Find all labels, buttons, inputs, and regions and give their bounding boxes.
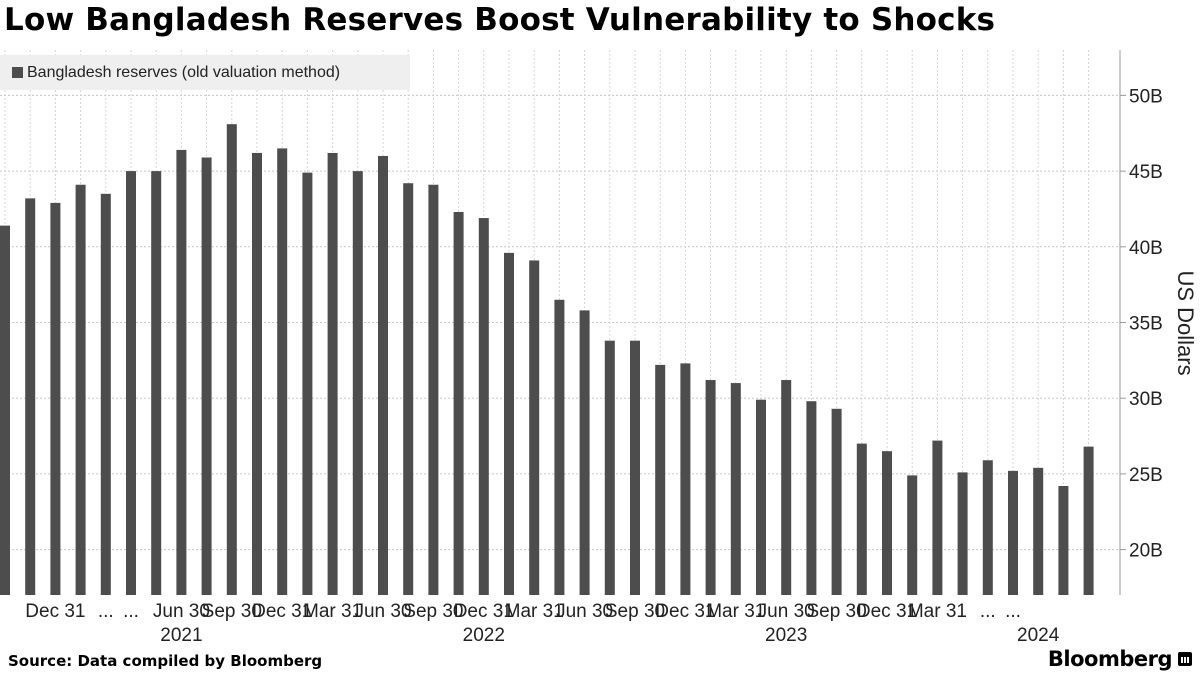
- bar: [806, 401, 817, 595]
- bar: [579, 310, 590, 595]
- bar: [25, 198, 36, 595]
- x-tick-label: Mar 31: [505, 601, 564, 622]
- y-axis-ticks: 20B 25B 30B 35B 40B 45B 50B: [1120, 86, 1163, 562]
- x-tick-label: Sep 30: [202, 601, 262, 622]
- x-tick-label: ...: [1005, 601, 1021, 622]
- x-tick-label: ...: [123, 601, 139, 622]
- bar: [0, 225, 10, 595]
- legend-swatch: [12, 67, 23, 78]
- bar: [655, 364, 666, 595]
- x-year-label: 2022: [463, 625, 505, 646]
- bar: [957, 472, 968, 595]
- source-note: Source: Data compiled by Bloomberg: [8, 652, 323, 670]
- y-tick-label: 50B: [1129, 86, 1163, 107]
- x-axis-year-labels: 2021 2022 2023 2024: [160, 625, 1060, 646]
- bar: [252, 152, 262, 595]
- bar: [554, 299, 565, 595]
- bar: [277, 148, 288, 595]
- bar: [630, 340, 640, 595]
- bar: [50, 202, 61, 595]
- x-tick-label: Sep 30: [806, 601, 866, 622]
- bar: [352, 171, 363, 595]
- bar: [478, 218, 489, 595]
- legend-label: Bangladesh reserves (old valuation metho…: [27, 63, 341, 81]
- bar: [378, 155, 388, 595]
- bar: [403, 183, 414, 595]
- x-tick-label: ...: [98, 601, 114, 622]
- legend: Bangladesh reserves (old valuation metho…: [0, 55, 410, 90]
- brand-name: Bloomberg: [1047, 647, 1173, 671]
- y-axis-label: US Dollars: [1173, 270, 1198, 375]
- x-tick-label: Mar 31: [908, 601, 967, 622]
- x-year-label: 2021: [160, 625, 202, 646]
- x-tick-label: Dec 31: [655, 601, 715, 622]
- bar: [1008, 470, 1018, 595]
- y-tick-label: 45B: [1129, 162, 1163, 183]
- x-year-label: 2023: [765, 625, 807, 646]
- bar: [1083, 446, 1094, 595]
- bar: [453, 211, 464, 595]
- x-tick-label: Dec 31: [857, 601, 917, 622]
- bar-series: [0, 124, 1094, 596]
- x-tick-label: ...: [980, 601, 996, 622]
- bar: [176, 149, 187, 595]
- x-tick-label: Jun 30: [153, 601, 210, 622]
- bar: [1033, 467, 1044, 595]
- bar: [907, 475, 918, 595]
- bar: [126, 171, 136, 595]
- x-tick-label: Dec 31: [25, 601, 85, 622]
- bar: [302, 172, 313, 595]
- x-tick-label: Sep 30: [403, 601, 463, 622]
- x-tick-label: Sep 30: [605, 601, 665, 622]
- bar: [1058, 486, 1069, 595]
- y-tick-label: 20B: [1129, 541, 1163, 562]
- bar: [100, 193, 111, 595]
- bar: [831, 408, 842, 595]
- y-tick-label: 30B: [1129, 389, 1163, 410]
- bar: [730, 383, 741, 595]
- bar: [932, 440, 943, 595]
- y-tick-label: 35B: [1129, 314, 1163, 335]
- x-tick-label: Jun 30: [556, 601, 613, 622]
- bar: [756, 399, 766, 595]
- bar: [529, 260, 540, 595]
- bar: [428, 184, 439, 595]
- x-tick-label: Dec 31: [252, 601, 312, 622]
- bar: [856, 443, 867, 595]
- bar: [680, 363, 691, 595]
- x-year-label: 2024: [1017, 625, 1060, 646]
- bar: [201, 157, 212, 595]
- x-tick-label: Mar 31: [303, 601, 362, 622]
- bar: [781, 380, 792, 595]
- x-tick-label: Mar 31: [706, 601, 765, 622]
- chart-title: Low Bangladesh Reserves Boost Vulnerabil…: [4, 2, 996, 38]
- bar: [75, 184, 86, 595]
- x-tick-label: Jun 30: [354, 601, 411, 622]
- y-tick-label: 40B: [1129, 238, 1163, 259]
- y-tick-label: 25B: [1129, 465, 1163, 486]
- bar: [705, 380, 716, 595]
- bar: [882, 451, 892, 595]
- bar: [604, 340, 615, 595]
- bar: [226, 124, 237, 596]
- bar: [982, 460, 993, 595]
- x-tick-label: Jun 30: [758, 601, 815, 622]
- bloomberg-terminal-icon: [1178, 652, 1192, 666]
- bar: [151, 171, 162, 595]
- x-tick-label: Dec 31: [454, 601, 514, 622]
- bar: [504, 252, 514, 595]
- brand-logo: Bloomberg: [1048, 647, 1192, 671]
- bar: [327, 152, 338, 595]
